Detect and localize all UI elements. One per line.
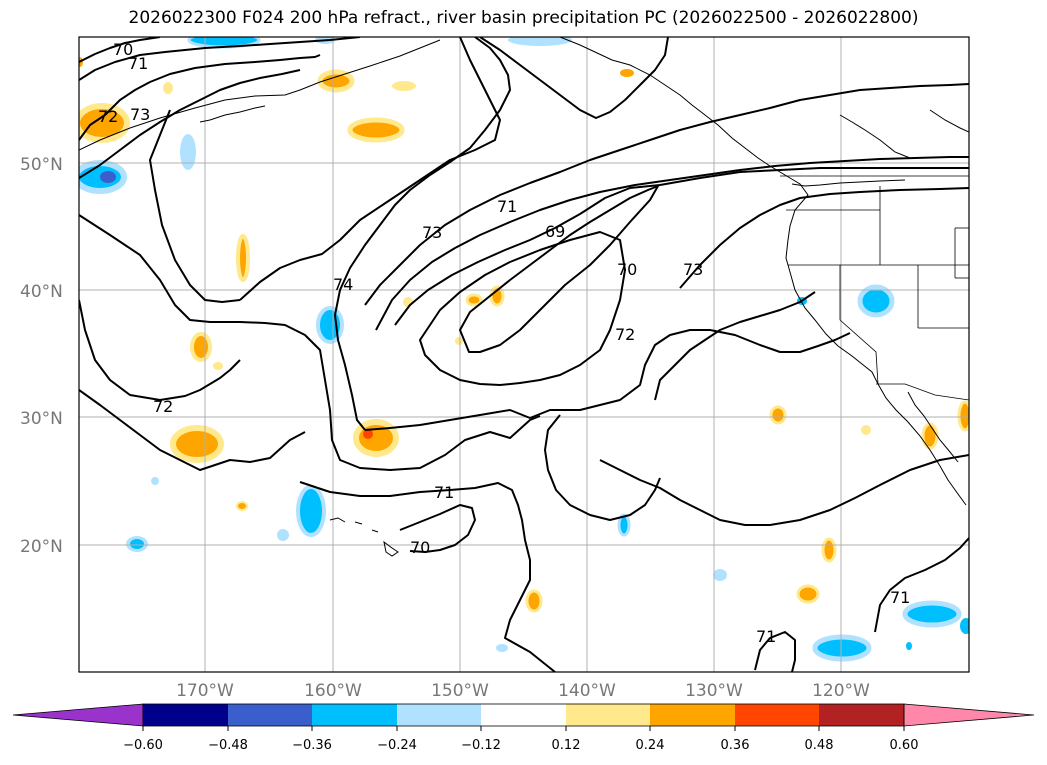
colorbar-bin <box>650 704 735 726</box>
colorbar-bin <box>143 704 228 726</box>
map-area <box>79 37 969 672</box>
lat-label-40n: 40°N <box>20 282 63 302</box>
colorbar-tick-label: 0.12 <box>552 738 581 753</box>
contour-label: 71 <box>434 483 454 502</box>
contour-label: 73 <box>683 260 703 279</box>
refractivity-contours <box>79 37 969 672</box>
contour-label: 73 <box>422 223 442 242</box>
map-title: 2026022300 F024 200 hPa refract., river … <box>128 8 919 28</box>
colorbar-bin <box>228 704 312 726</box>
longitude-labels: 170°W 160°W 150°W 140°W 130°W 120°W <box>176 681 870 701</box>
colorbar-tick-label: 0.48 <box>805 738 834 753</box>
colorbar-tick-label: −0.12 <box>461 738 501 753</box>
lon-label-150w: 150°W <box>431 681 489 701</box>
contour-label: 71 <box>497 197 517 216</box>
colorbar: −0.60 −0.48 −0.36 −0.24 −0.12 0.12 0.24 … <box>12 703 1035 753</box>
contour-label: 74 <box>333 275 353 294</box>
contour-label: 69 <box>545 222 565 241</box>
colorbar-bin <box>735 704 819 726</box>
state-borders <box>780 175 969 401</box>
lat-label-20n: 20°N <box>20 537 63 557</box>
contour-label: 71 <box>128 54 148 73</box>
lon-label-140w: 140°W <box>558 681 616 701</box>
map-frame <box>78 36 970 673</box>
colorbar-tick-label: −0.36 <box>292 738 332 753</box>
precip-shading <box>79 37 969 662</box>
colorbar-bin <box>819 704 904 726</box>
contour-label: 71 <box>756 627 776 646</box>
contour-label: 70 <box>113 40 133 59</box>
contour-label: 73 <box>130 105 150 124</box>
colorbar-extend-min <box>12 703 144 727</box>
lat-label-30n: 30°N <box>20 409 63 429</box>
colorbar-bin <box>566 704 650 726</box>
contour-label: 72 <box>153 397 173 416</box>
colorbar-extend-max <box>903 703 1035 727</box>
contour-label: 72 <box>615 325 635 344</box>
contour-label: 71 <box>890 588 910 607</box>
colorbar-tick-label: −0.24 <box>377 738 417 753</box>
colorbar-outline <box>142 703 905 727</box>
colorbar-tick-label: −0.48 <box>208 738 248 753</box>
contour-label: 72 <box>98 107 118 126</box>
colorbar-tick-label: 0.24 <box>636 738 665 753</box>
latitude-labels: 50°N 40°N 30°N 20°N <box>20 155 63 557</box>
lon-label-120w: 120°W <box>812 681 870 701</box>
lon-label-160w: 160°W <box>304 681 362 701</box>
colorbar-bin <box>397 704 481 726</box>
colorbar-bin <box>312 704 397 726</box>
colorbar-tick-label: 0.60 <box>890 738 919 753</box>
contour-label: 70 <box>617 260 637 279</box>
contour-labels: 70 71 73 72 73 71 69 70 72 73 74 72 71 7… <box>98 40 910 646</box>
lon-label-170w: 170°W <box>176 681 234 701</box>
lat-label-50n: 50°N <box>20 155 63 175</box>
contour-label: 70 <box>410 538 430 557</box>
colorbar-bin <box>481 704 566 726</box>
colorbar-tick-label: −0.60 <box>123 738 163 753</box>
coastlines <box>79 37 969 557</box>
lon-label-130w: 130°W <box>685 681 743 701</box>
colorbar-tick-label: 0.36 <box>721 738 750 753</box>
